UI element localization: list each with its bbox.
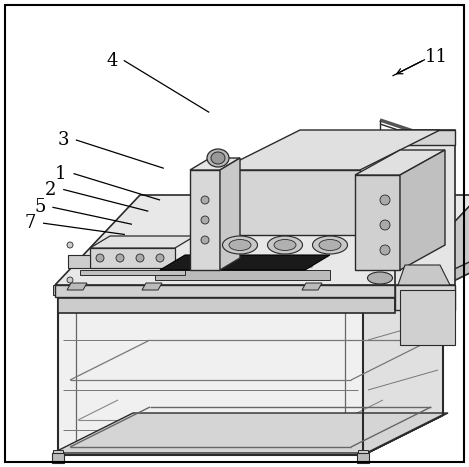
Circle shape <box>156 254 164 262</box>
Polygon shape <box>355 175 400 270</box>
Ellipse shape <box>274 240 296 250</box>
Text: 2: 2 <box>45 181 56 198</box>
Ellipse shape <box>207 149 229 167</box>
Polygon shape <box>220 158 240 270</box>
Polygon shape <box>357 453 369 463</box>
Polygon shape <box>358 285 368 295</box>
Polygon shape <box>80 270 185 275</box>
Text: 7: 7 <box>25 214 36 232</box>
Ellipse shape <box>267 236 303 254</box>
Polygon shape <box>395 241 469 310</box>
Ellipse shape <box>312 236 348 254</box>
Polygon shape <box>53 285 63 295</box>
Ellipse shape <box>229 240 251 250</box>
Text: 5: 5 <box>34 198 45 216</box>
Polygon shape <box>400 290 455 345</box>
Polygon shape <box>395 130 455 285</box>
Polygon shape <box>160 255 330 270</box>
Polygon shape <box>220 130 440 170</box>
Polygon shape <box>190 170 220 270</box>
Polygon shape <box>58 250 443 290</box>
Circle shape <box>380 245 390 255</box>
Polygon shape <box>395 130 455 145</box>
Circle shape <box>96 254 104 262</box>
Circle shape <box>116 254 124 262</box>
Circle shape <box>377 277 383 283</box>
Circle shape <box>67 242 73 248</box>
Polygon shape <box>395 285 455 310</box>
Polygon shape <box>142 283 162 290</box>
Polygon shape <box>90 248 175 268</box>
Polygon shape <box>58 298 395 313</box>
Ellipse shape <box>222 236 257 254</box>
Polygon shape <box>58 241 469 298</box>
Polygon shape <box>90 236 195 248</box>
Polygon shape <box>58 290 363 455</box>
Polygon shape <box>52 453 64 463</box>
Polygon shape <box>67 283 87 290</box>
Polygon shape <box>55 195 469 285</box>
Text: 11: 11 <box>424 48 448 66</box>
Text: 4: 4 <box>107 52 118 70</box>
Polygon shape <box>398 265 450 285</box>
Circle shape <box>67 277 73 283</box>
Polygon shape <box>190 158 240 170</box>
Circle shape <box>201 236 209 244</box>
Polygon shape <box>358 450 368 460</box>
Polygon shape <box>400 150 445 270</box>
Ellipse shape <box>319 240 341 250</box>
Ellipse shape <box>211 152 225 164</box>
Polygon shape <box>355 150 445 175</box>
Polygon shape <box>302 283 322 290</box>
Polygon shape <box>363 250 443 455</box>
Polygon shape <box>155 270 330 280</box>
Circle shape <box>201 216 209 224</box>
Polygon shape <box>53 450 63 460</box>
Polygon shape <box>395 195 469 297</box>
Text: 3: 3 <box>58 131 69 149</box>
Circle shape <box>380 195 390 205</box>
Ellipse shape <box>368 272 393 284</box>
Circle shape <box>377 242 383 248</box>
Text: 1: 1 <box>55 165 67 183</box>
Circle shape <box>201 196 209 204</box>
Circle shape <box>380 220 390 230</box>
Polygon shape <box>220 170 360 235</box>
Polygon shape <box>68 255 90 268</box>
Polygon shape <box>55 285 395 297</box>
Circle shape <box>136 254 144 262</box>
Polygon shape <box>53 413 448 453</box>
